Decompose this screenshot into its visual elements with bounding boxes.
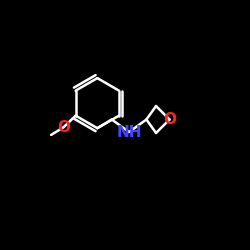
Text: NH: NH <box>116 124 142 140</box>
Text: O: O <box>57 120 70 135</box>
Text: O: O <box>163 112 176 127</box>
